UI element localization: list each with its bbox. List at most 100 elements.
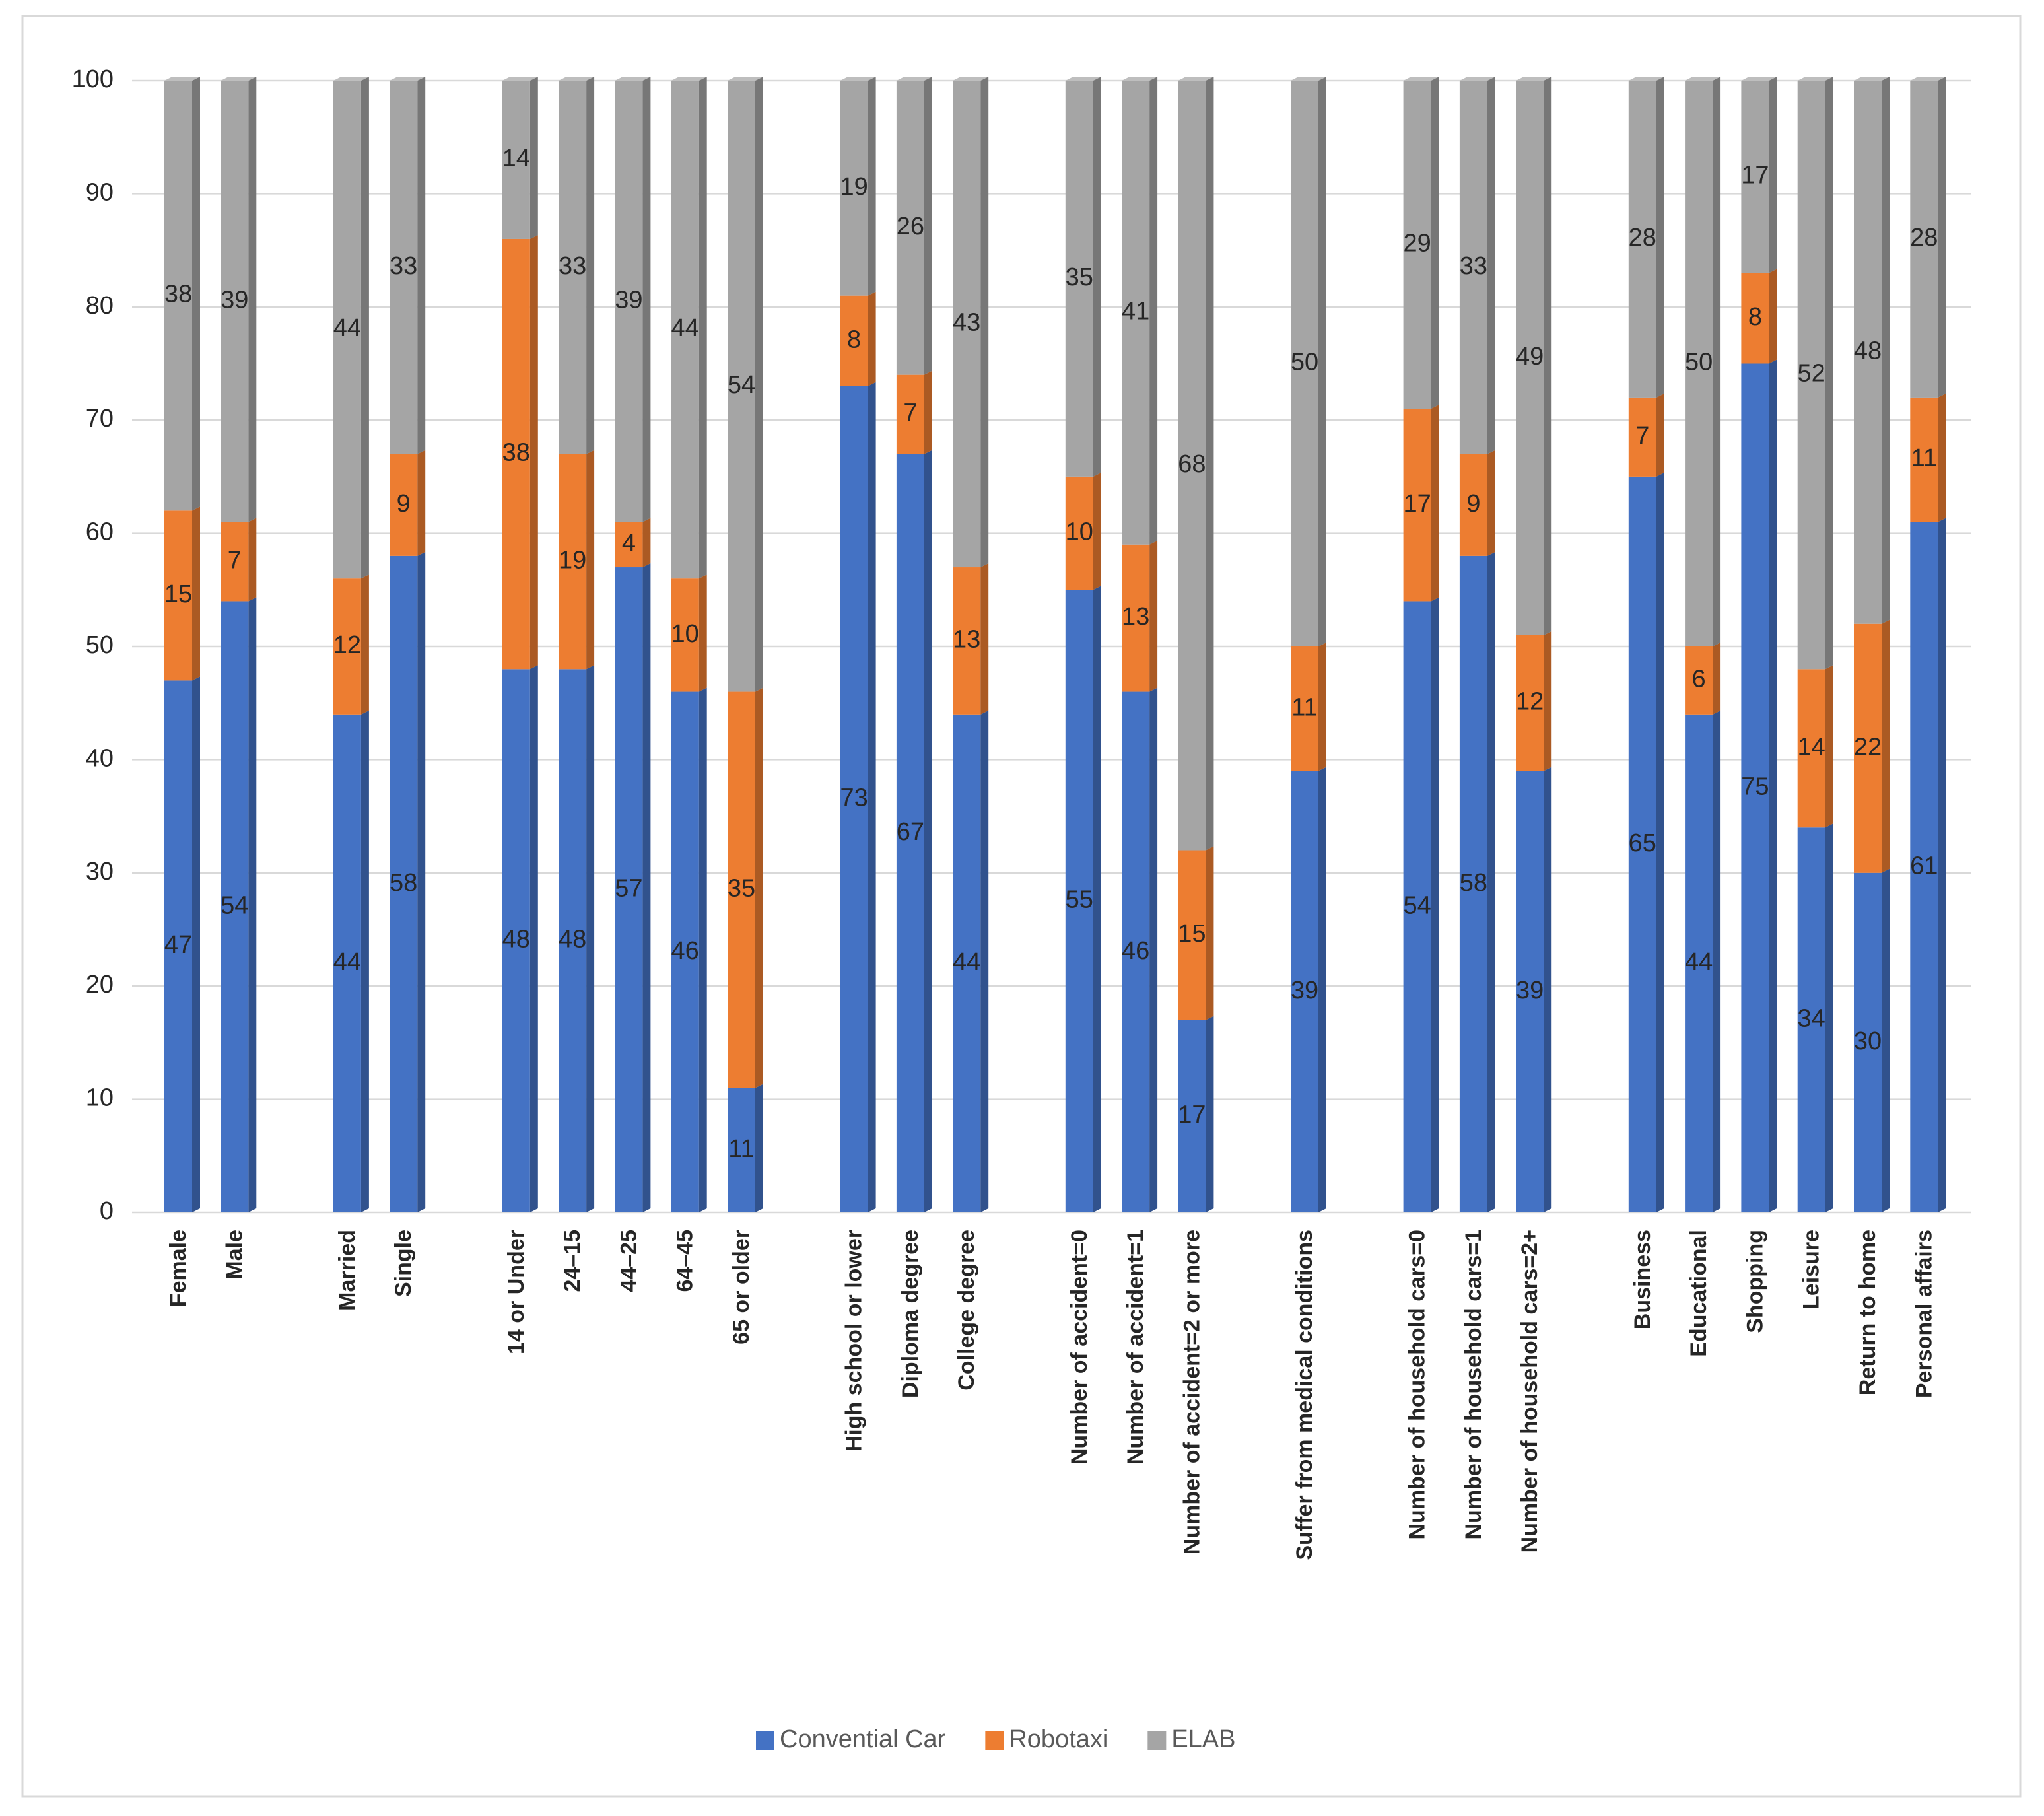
bar-side: [1093, 77, 1101, 477]
x-tick-label: Personal affairs: [1911, 1230, 1936, 1398]
bar-segment: [728, 691, 755, 1088]
bar-side: [1318, 77, 1326, 646]
bar-side: [1149, 687, 1158, 1212]
bar-side: [1769, 359, 1777, 1212]
bar-segment: [1628, 397, 1656, 477]
x-tick-label: Return to home: [1855, 1230, 1880, 1395]
bar-segment: [1685, 646, 1713, 715]
bar-segment: [1122, 691, 1150, 1212]
bar-segment: [1291, 646, 1318, 771]
data-label: 38: [502, 439, 530, 467]
bar-segment: [1403, 81, 1431, 409]
y-tick-label: 30: [86, 858, 114, 886]
data-label: 50: [1291, 349, 1318, 376]
bar-side: [1487, 551, 1495, 1212]
data-label: 11: [1291, 693, 1317, 721]
bar-segment: [164, 680, 192, 1212]
x-tick-label: Single: [391, 1230, 416, 1297]
bar-side: [1093, 472, 1101, 590]
bar-side: [1656, 77, 1664, 398]
data-label: 4: [622, 530, 636, 557]
data-label: 8: [847, 326, 861, 353]
data-label: 47: [164, 931, 192, 959]
data-label: 34: [1798, 1005, 1825, 1033]
x-tick-label: Business: [1630, 1230, 1655, 1329]
bar-side: [192, 676, 200, 1212]
data-label: 39: [1516, 977, 1544, 1004]
bar-top: [615, 77, 651, 81]
bar-segment: [333, 81, 361, 579]
bar-side: [360, 710, 369, 1212]
bar-segment: [1178, 850, 1206, 1020]
data-label: 44: [671, 314, 699, 342]
data-label: 28: [1629, 224, 1656, 252]
bar-top: [390, 77, 426, 81]
bar-top: [1291, 77, 1326, 81]
bar-side: [755, 77, 763, 692]
data-label: 48: [559, 926, 586, 954]
bar-side: [1938, 393, 1946, 522]
bar-segment: [953, 714, 981, 1212]
bar-segment: [559, 81, 587, 454]
data-label: 33: [1460, 252, 1487, 280]
bar-top: [1797, 77, 1833, 81]
data-label: 46: [1122, 937, 1149, 965]
y-tick-label: 10: [86, 1084, 114, 1112]
bar-segment: [1459, 454, 1487, 556]
bar-side: [980, 77, 989, 568]
data-label: 61: [1910, 852, 1938, 880]
data-label: 15: [164, 580, 192, 608]
bar-segment: [1122, 544, 1150, 692]
bar-top: [953, 77, 989, 81]
data-label: 9: [397, 490, 411, 518]
data-label: 73: [840, 784, 868, 812]
bar-segment: [1403, 601, 1431, 1212]
data-label: 48: [1854, 337, 1882, 365]
bar-side: [1882, 868, 1890, 1212]
x-tick-label: 64–45: [673, 1230, 698, 1292]
x-tick-label: Shopping: [1742, 1230, 1767, 1333]
bar-segment: [615, 567, 643, 1212]
bar-side: [755, 687, 763, 1088]
x-tick-label: Educational: [1686, 1230, 1711, 1357]
legend-label: Convential Car: [780, 1726, 946, 1753]
bar-segment: [1797, 669, 1825, 828]
data-label: 46: [671, 937, 699, 965]
x-tick-label: 65 or older: [729, 1230, 754, 1345]
data-label: 14: [502, 145, 530, 172]
data-label: 22: [1854, 733, 1882, 761]
legend-swatch: [756, 1731, 774, 1750]
x-tick-label: Number of accident=2 or more: [1179, 1230, 1204, 1554]
bar-side: [1713, 77, 1721, 646]
bar-segment: [390, 454, 418, 556]
data-label: 6: [1692, 665, 1706, 693]
bar-segment: [1178, 81, 1206, 851]
bar-side: [248, 597, 257, 1212]
bar-segment: [1741, 81, 1769, 273]
data-label: 57: [615, 875, 642, 903]
bar-side: [755, 1084, 763, 1212]
data-label: 14: [1798, 733, 1825, 761]
bar-segment: [671, 578, 699, 692]
bar-side: [1713, 643, 1721, 715]
bar-top: [840, 77, 876, 81]
bar-side: [1149, 77, 1158, 545]
data-label: 48: [502, 926, 530, 954]
bar-side: [360, 575, 369, 715]
data-label: 7: [903, 400, 917, 427]
data-label: 58: [390, 869, 417, 897]
bar-segment: [671, 81, 699, 579]
bar-top: [1628, 77, 1664, 81]
x-tick-label: Number of household cars=2+: [1517, 1230, 1542, 1553]
bar-segment: [333, 714, 361, 1212]
bar-segment: [221, 81, 249, 522]
data-label: 10: [1066, 518, 1093, 546]
bar-side: [1825, 823, 1833, 1212]
data-label: 58: [1460, 869, 1487, 897]
bar-segment: [1910, 522, 1938, 1213]
data-label: 9: [1466, 490, 1480, 518]
bar-side: [1544, 77, 1552, 635]
bar-segment: [1854, 81, 1882, 624]
bar-segment: [502, 81, 530, 239]
